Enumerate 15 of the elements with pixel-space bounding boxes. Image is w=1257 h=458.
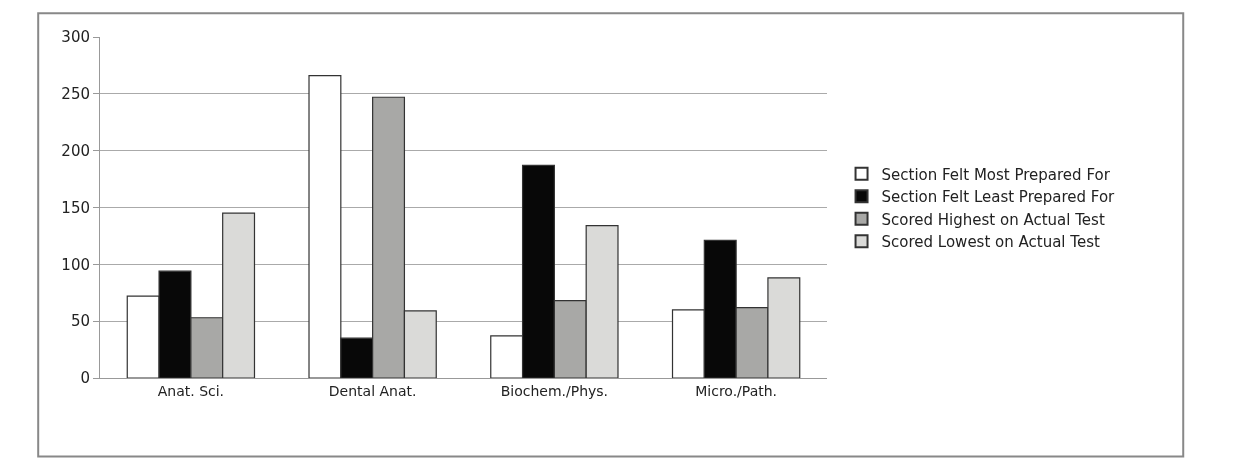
y-tick-label: 250 xyxy=(61,85,90,104)
x-tick-label: Biochem./Phys. xyxy=(500,382,609,399)
x-tick-label: Dental Anat. xyxy=(328,382,417,399)
legend-label: Scored Highest on Actual Test xyxy=(881,210,1105,229)
legend-label: Section Felt Least Prepared For xyxy=(881,188,1116,207)
legend-label: Scored Lowest on Actual Test xyxy=(881,233,1100,252)
x-tick-label: Anat. Sci. xyxy=(157,382,225,399)
y-tick-label: 50 xyxy=(70,312,90,331)
y-tick-label: 300 xyxy=(61,28,90,47)
y-tick-label: 0 xyxy=(80,369,90,388)
y-tick-label: 150 xyxy=(61,198,90,217)
y-tick-label: 100 xyxy=(61,255,90,274)
x-tick-label: Micro./Path. xyxy=(695,382,778,399)
legend-label: Section Felt Most Prepared For xyxy=(881,165,1111,184)
y-tick-label: 200 xyxy=(61,141,90,160)
